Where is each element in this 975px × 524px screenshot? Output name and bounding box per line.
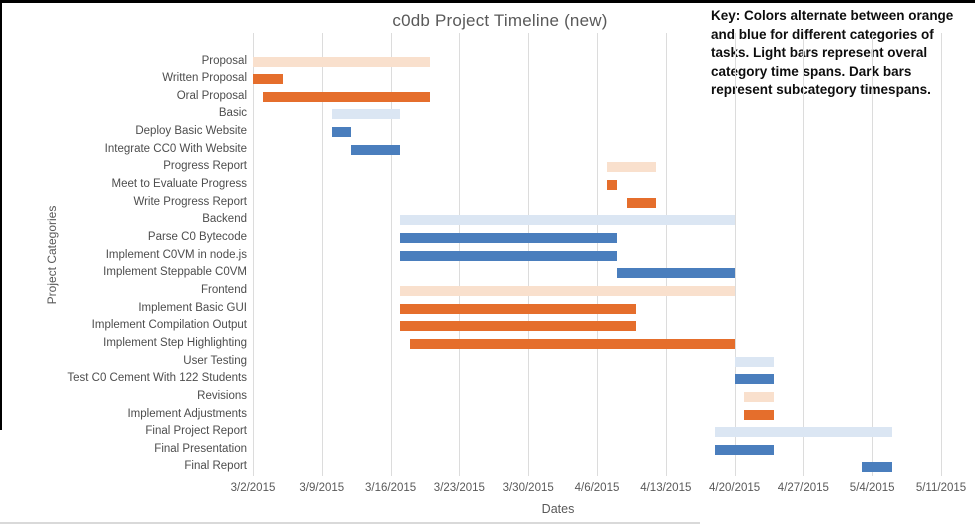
- task-bar: [714, 444, 774, 455]
- category-label: Implement Step Highlighting: [103, 336, 247, 349]
- screenshot-left-edge: [0, 0, 2, 430]
- gridline: [734, 33, 736, 476]
- x-tick-label: 3/2/2015: [230, 482, 276, 494]
- category-label: Progress Report: [163, 160, 247, 173]
- category-label: Integrate CC0 With Website: [104, 142, 247, 155]
- color-key-note: Key: Colors alternate between orange and…: [711, 8, 954, 97]
- task-bar: [253, 56, 430, 67]
- category-label: Revisions: [197, 389, 247, 402]
- task-bar: [616, 268, 735, 279]
- category-label: Frontend: [200, 283, 247, 296]
- x-tick-label: 4/27/2015: [777, 482, 829, 494]
- category-label: Test C0 Cement With 122 Students: [67, 372, 247, 385]
- gridline: [390, 33, 392, 476]
- task-bar: [606, 162, 656, 173]
- x-tick-label: 3/30/2015: [502, 482, 554, 494]
- category-label: Backend: [202, 213, 247, 226]
- x-tick-label: 4/20/2015: [709, 482, 761, 494]
- task-bar: [400, 285, 735, 296]
- screenshot-bottom-edge: [0, 522, 700, 524]
- category-label: Written Proposal: [162, 72, 247, 85]
- gridline: [941, 33, 942, 476]
- x-tick-label: 3/23/2015: [433, 482, 485, 494]
- task-bar: [744, 409, 774, 420]
- category-label: Implement Basic GUI: [138, 301, 247, 314]
- x-tick-label: 4/6/2015: [574, 482, 620, 494]
- x-tick-label: 5/4/2015: [849, 482, 895, 494]
- category-label: Final Presentation: [154, 442, 247, 455]
- gridline: [253, 33, 254, 476]
- x-tick-label: 3/9/2015: [299, 482, 345, 494]
- category-label: Implement Compilation Output: [91, 319, 247, 332]
- task-bar: [262, 91, 430, 102]
- task-bar: [410, 338, 735, 349]
- category-label: Write Progress Report: [133, 195, 247, 208]
- task-bar: [400, 215, 735, 226]
- x-tick-label: 3/16/2015: [365, 482, 417, 494]
- task-bar: [626, 197, 656, 208]
- task-bar: [714, 427, 892, 438]
- category-label: Implement Steppable C0VM: [103, 266, 247, 279]
- task-bar: [734, 374, 774, 385]
- gridline: [665, 33, 667, 476]
- task-bar: [331, 127, 352, 138]
- task-bar: [606, 180, 617, 190]
- x-tick-label: 5/11/2015: [915, 482, 967, 494]
- category-label: User Testing: [183, 354, 247, 367]
- category-label: Basic: [218, 107, 247, 120]
- category-label: Implement Adjustments: [127, 407, 247, 420]
- category-label: Meet to Evaluate Progress: [111, 178, 247, 190]
- task-bar: [400, 250, 617, 261]
- category-label: Proposal: [201, 54, 247, 67]
- task-bar: [253, 74, 283, 85]
- task-bar: [744, 391, 774, 402]
- gridline: [321, 33, 323, 476]
- task-bar: [862, 462, 892, 473]
- chart-title: c0db Project Timeline (new): [392, 11, 608, 30]
- x-axis-title: Dates: [541, 502, 575, 516]
- task-bar: [400, 321, 637, 332]
- task-bar: [400, 233, 617, 243]
- task-bar: [331, 109, 401, 120]
- gridline: [872, 33, 874, 476]
- screenshot-top-edge: [0, 0, 975, 3]
- category-label: Implement C0VM in node.js: [105, 248, 247, 261]
- category-label: Final Project Report: [145, 425, 247, 438]
- x-tick-label: 4/13/2015: [640, 482, 692, 494]
- task-bar: [351, 144, 401, 155]
- category-label: Final Report: [184, 460, 247, 473]
- task-bar: [734, 356, 774, 367]
- category-label: Oral Proposal: [176, 89, 247, 102]
- category-label: Parse C0 Bytecode: [147, 231, 247, 243]
- task-bar: [400, 303, 637, 314]
- gridline: [803, 33, 805, 476]
- category-label: Deploy Basic Website: [135, 125, 247, 138]
